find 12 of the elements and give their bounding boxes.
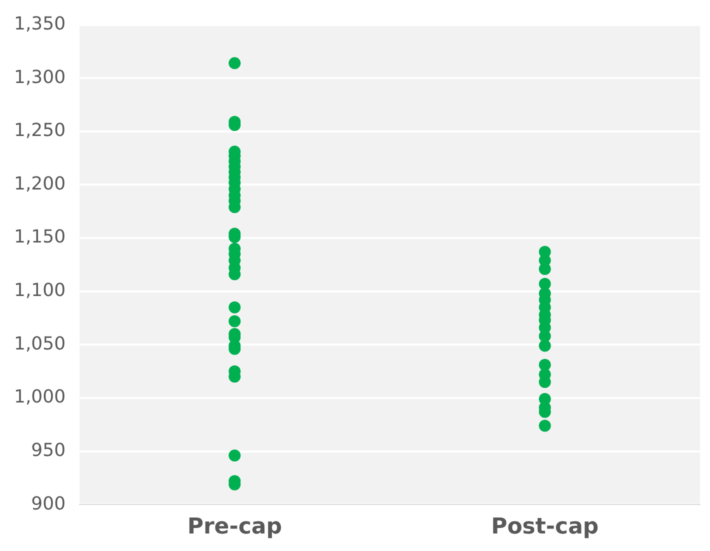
y-tick-label: 1,350	[14, 13, 66, 34]
x-tick-label: Pre-cap	[187, 514, 282, 540]
y-tick-label: 1,200	[14, 173, 66, 194]
y-tick-label: 1,300	[14, 66, 66, 88]
y-tick-label: 1,150	[14, 226, 66, 248]
y-tick-label: 1,000	[14, 386, 66, 408]
x-tick-label: Post-cap	[491, 514, 599, 540]
y-tick-label: 1,250	[14, 120, 66, 142]
y-tick-label: 1,050	[14, 333, 66, 354]
y-tick-label: 1,100	[14, 280, 66, 302]
y-tick-label: 900	[31, 493, 66, 514]
y-tick-label: 950	[31, 440, 66, 461]
